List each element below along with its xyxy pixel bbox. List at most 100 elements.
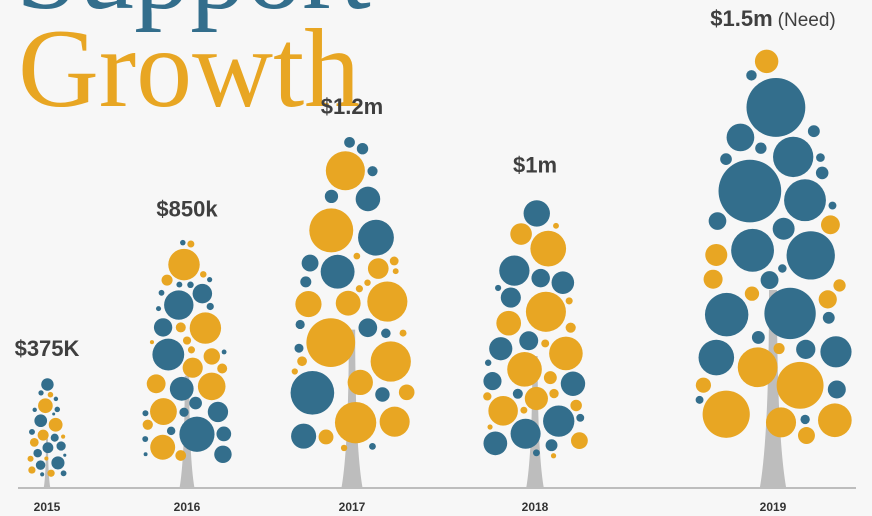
leaf (510, 223, 532, 245)
leaf (190, 312, 221, 343)
leaf (41, 378, 53, 390)
leaf (152, 339, 184, 371)
leaf (778, 264, 786, 272)
leaf (375, 387, 389, 401)
leaf (561, 372, 585, 396)
leaf (49, 418, 63, 432)
leaf (787, 231, 835, 279)
value-label: $1.2m (321, 94, 383, 119)
leaf (808, 125, 820, 137)
leaf (144, 452, 148, 456)
leaf (393, 268, 399, 274)
leaf (705, 244, 727, 266)
leaf (326, 151, 365, 190)
leaf (774, 343, 785, 354)
leaf (356, 285, 363, 292)
leaf (816, 153, 825, 162)
x-tick-label: 2018 (522, 500, 549, 514)
leaf (354, 253, 361, 260)
leaf (745, 286, 759, 300)
leaf (170, 377, 194, 401)
value-label: $1m (513, 153, 557, 178)
leaf (818, 403, 852, 437)
leaf (222, 350, 227, 355)
leaf (309, 208, 353, 252)
leaf (168, 249, 199, 280)
leaf (142, 410, 148, 416)
leaf (28, 466, 35, 473)
leaf (48, 392, 54, 398)
leaf (829, 202, 837, 210)
leaf (358, 318, 377, 337)
leaf (291, 371, 335, 415)
leaf (819, 290, 837, 308)
leaf (33, 408, 37, 412)
leaf (348, 370, 373, 395)
value-text: $1.5m (710, 6, 772, 31)
leaf (176, 282, 182, 288)
leaf (61, 470, 67, 476)
leaf (54, 397, 58, 401)
leaf (357, 143, 368, 154)
leaf (150, 398, 177, 425)
leaf (167, 427, 175, 435)
leaf (142, 436, 148, 442)
leaf (183, 336, 191, 344)
leaf (368, 258, 389, 279)
leaf (38, 398, 53, 413)
leaf (519, 331, 538, 350)
leaf (511, 419, 541, 449)
leaf (704, 270, 723, 289)
leaf (207, 303, 214, 310)
leaf (833, 279, 845, 291)
leaf (216, 427, 231, 442)
leaf (150, 340, 154, 344)
x-tick-label: 2019 (760, 500, 787, 514)
leaf (325, 190, 338, 203)
leaf (193, 284, 213, 304)
leaf (699, 340, 735, 376)
x-tick-label: 2016 (174, 500, 201, 514)
leaf (55, 407, 61, 413)
leaf (488, 396, 518, 426)
leaf (51, 434, 59, 442)
leaf (56, 441, 65, 450)
leaf (217, 363, 227, 373)
leaf (204, 348, 220, 364)
leaf (720, 153, 732, 165)
leaf (485, 360, 491, 366)
leaf (551, 453, 556, 458)
leaf (159, 290, 165, 296)
leaf (38, 430, 49, 441)
value-label: $375K (15, 336, 80, 361)
leaf (369, 443, 376, 450)
leaf (764, 288, 815, 339)
leaf (319, 430, 334, 445)
leaf (175, 450, 186, 461)
leaf (306, 318, 355, 367)
leaf (371, 341, 411, 381)
leaf (358, 220, 394, 256)
leaf (179, 408, 188, 417)
leaf (207, 277, 212, 282)
leaf (336, 291, 361, 316)
leaf (188, 346, 195, 353)
leaf (566, 297, 573, 304)
leaf (150, 435, 175, 460)
leaf (297, 356, 307, 366)
leaf (541, 339, 549, 347)
leaf (38, 390, 43, 395)
leaf (784, 179, 826, 221)
leaf (483, 392, 491, 400)
leaf (36, 460, 46, 470)
leaf (295, 291, 321, 317)
leaf (755, 143, 766, 154)
leaf (773, 137, 813, 177)
leaf (719, 160, 782, 223)
leaf (828, 380, 846, 398)
leaf (29, 429, 35, 435)
leaf (179, 417, 214, 452)
leaf (746, 70, 756, 80)
leaf (292, 368, 298, 374)
leaf (47, 470, 54, 477)
